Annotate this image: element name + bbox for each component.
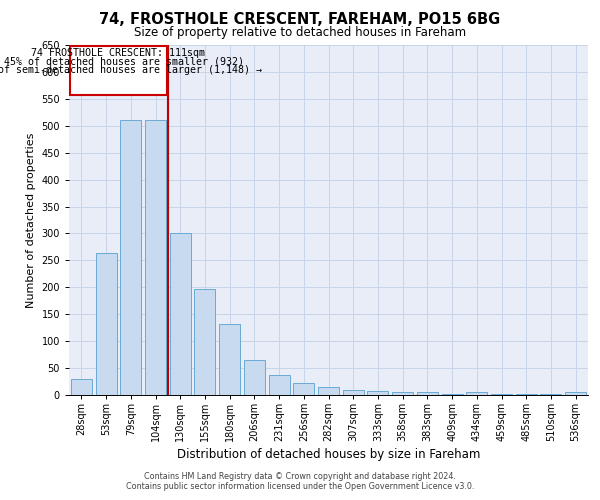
Text: ← 45% of detached houses are smaller (932): ← 45% of detached houses are smaller (93… [0,57,244,67]
Bar [565,392,586,395]
Bar [541,394,562,395]
Text: 74, FROSTHOLE CRESCENT, FAREHAM, PO15 6BG: 74, FROSTHOLE CRESCENT, FAREHAM, PO15 6B… [100,12,500,26]
Bar [293,383,314,395]
Y-axis label: Number of detached properties: Number of detached properties [26,132,36,308]
Bar [343,390,364,395]
Bar [70,46,167,95]
Text: Contains public sector information licensed under the Open Government Licence v3: Contains public sector information licen… [126,482,474,491]
Bar [392,392,413,395]
Bar [71,379,92,395]
Bar [244,360,265,395]
Bar [269,375,290,395]
Bar [170,233,191,395]
Bar [95,254,116,395]
Bar [466,392,487,395]
Bar [516,394,537,395]
Bar [120,120,141,395]
Text: 55% of semi-detached houses are larger (1,148) →: 55% of semi-detached houses are larger (… [0,66,262,76]
Text: Contains HM Land Registry data © Crown copyright and database right 2024.: Contains HM Land Registry data © Crown c… [144,472,456,481]
Bar [145,120,166,395]
Bar [442,394,463,395]
X-axis label: Distribution of detached houses by size in Fareham: Distribution of detached houses by size … [177,448,480,462]
Bar [417,392,438,395]
Text: 74 FROSTHOLE CRESCENT: 111sqm: 74 FROSTHOLE CRESCENT: 111sqm [31,48,205,58]
Text: Size of property relative to detached houses in Fareham: Size of property relative to detached ho… [134,26,466,39]
Bar [318,387,339,395]
Bar [491,394,512,395]
Bar [367,391,388,395]
Bar [194,290,215,395]
Bar [219,324,240,395]
